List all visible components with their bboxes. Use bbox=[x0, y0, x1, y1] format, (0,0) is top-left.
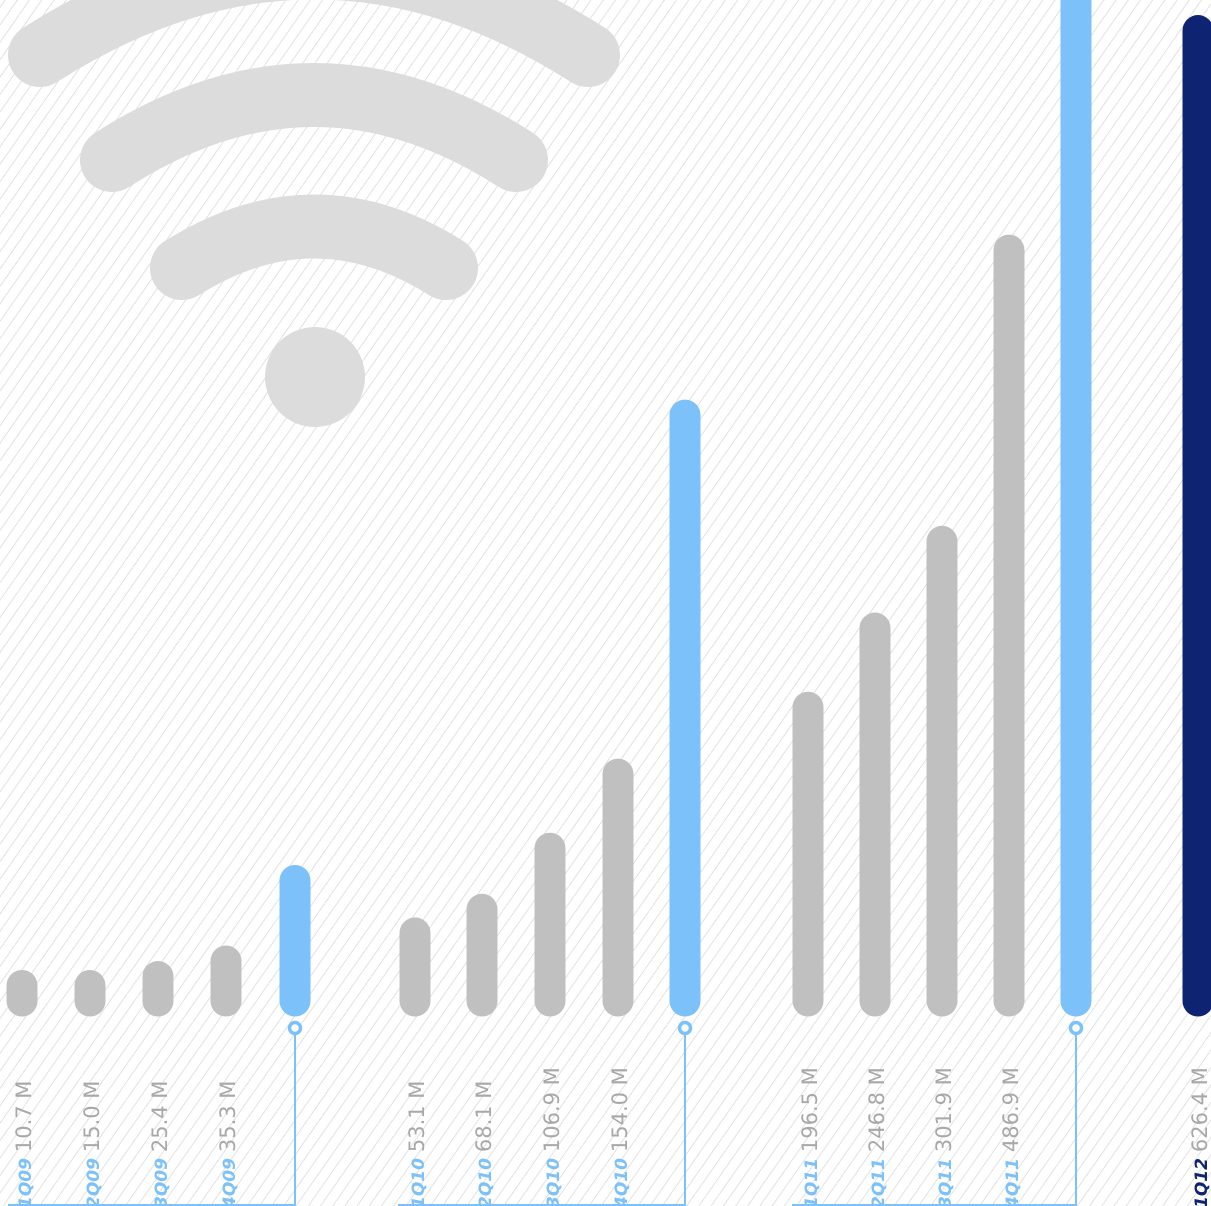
value-label: 106.9 M bbox=[540, 1067, 564, 1152]
bar-label-4Q10: 4Q10 154.0 M bbox=[608, 1067, 632, 1206]
quarter-label: 4Q10 bbox=[612, 1152, 632, 1206]
total-bar-4Q11 bbox=[1060, 0, 1092, 1017]
quarter-label: 3Q10 bbox=[544, 1152, 564, 1206]
bar-4Q09 bbox=[210, 945, 242, 1017]
value-label: 196.5 M bbox=[798, 1067, 822, 1152]
year-bracket bbox=[792, 1020, 1084, 1206]
value-label: 626.4 M bbox=[1188, 1067, 1211, 1152]
quarter-label: 2Q09 bbox=[84, 1152, 104, 1206]
year-bracket bbox=[398, 1020, 693, 1206]
bar-label-4Q09: 4Q09 35.3 M bbox=[216, 1081, 240, 1206]
bar-label-1Q09: 1Q09 10.7 M bbox=[12, 1081, 36, 1206]
bar-label-3Q09: 3Q09 25.4 M bbox=[148, 1081, 172, 1206]
bar-label-1Q12: 1Q12 626.4 M bbox=[1188, 1067, 1211, 1206]
quarter-label: 1Q09 bbox=[16, 1152, 36, 1206]
bar-2Q11 bbox=[859, 612, 891, 1017]
bar-3Q11 bbox=[926, 525, 958, 1017]
value-label: 10.7 M bbox=[12, 1081, 36, 1153]
bar-2Q09 bbox=[74, 970, 106, 1017]
quarter-label: 1Q11 bbox=[802, 1152, 822, 1206]
bar-label-4Q11: 4Q11 486.9 M bbox=[999, 1067, 1023, 1206]
bar-1Q11 bbox=[792, 691, 824, 1017]
quarter-label: 1Q12 bbox=[1192, 1152, 1211, 1206]
bar-label-1Q10: 1Q10 53.1 M bbox=[405, 1081, 429, 1206]
value-label: 301.9 M bbox=[932, 1067, 956, 1152]
value-label: 246.8 M bbox=[865, 1067, 889, 1152]
bar-1Q12 bbox=[1182, 15, 1211, 1017]
value-label: 15.0 M bbox=[80, 1081, 104, 1153]
bar-label-2Q09: 2Q09 15.0 M bbox=[80, 1081, 104, 1206]
value-label: 68.1 M bbox=[472, 1081, 496, 1153]
value-label: 53.1 M bbox=[405, 1081, 429, 1153]
quarter-label: 4Q11 bbox=[1003, 1152, 1023, 1206]
bar-label-2Q11: 2Q11 246.8 M bbox=[865, 1067, 889, 1206]
quarter-label: 1Q10 bbox=[409, 1152, 429, 1206]
bar-2Q10 bbox=[466, 893, 498, 1017]
quarter-label: 2Q11 bbox=[869, 1152, 889, 1206]
year-bracket bbox=[8, 1020, 303, 1206]
quarter-label: 4Q09 bbox=[220, 1152, 240, 1206]
bar-1Q10 bbox=[399, 917, 431, 1017]
quarter-label: 3Q09 bbox=[152, 1152, 172, 1206]
bar-label-3Q11: 3Q11 301.9 M bbox=[932, 1067, 956, 1206]
total-bar-4Q10 bbox=[669, 399, 701, 1017]
value-label: 154.0 M bbox=[608, 1067, 632, 1152]
wifi-icon bbox=[8, 0, 620, 427]
bar-3Q09 bbox=[142, 961, 174, 1017]
bar-4Q11 bbox=[993, 234, 1025, 1017]
bar-3Q10 bbox=[534, 832, 566, 1017]
value-label: 35.3 M bbox=[216, 1081, 240, 1153]
quarter-label: 3Q11 bbox=[936, 1152, 956, 1206]
bar-4Q10 bbox=[602, 758, 634, 1017]
quarter-label: 2Q10 bbox=[476, 1152, 496, 1206]
bar-1Q09 bbox=[6, 970, 38, 1017]
value-label: 486.9 M bbox=[999, 1067, 1023, 1152]
bar-label-1Q11: 1Q11 196.5 M bbox=[798, 1067, 822, 1206]
bar-label-2Q10: 2Q10 68.1 M bbox=[472, 1081, 496, 1206]
bar-label-3Q10: 3Q10 106.9 M bbox=[540, 1067, 564, 1206]
total-bar-4Q09 bbox=[279, 865, 311, 1017]
value-label: 25.4 M bbox=[148, 1081, 172, 1153]
